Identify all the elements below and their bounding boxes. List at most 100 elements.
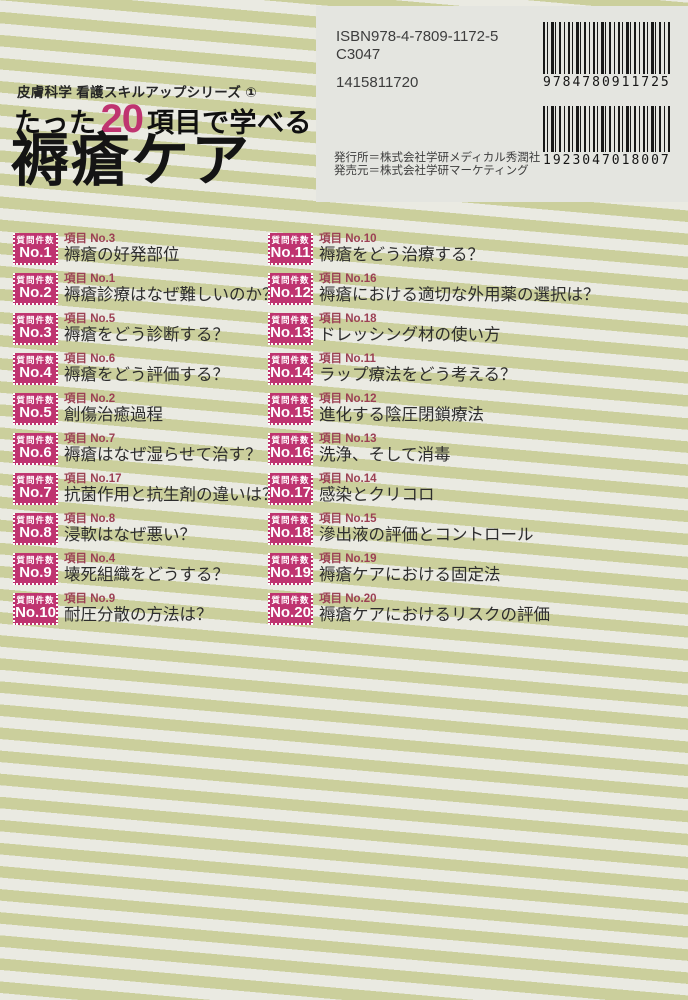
c-code-text: C3047 <box>336 46 381 63</box>
question-count-badge: 質問件数 No.5 <box>13 393 58 425</box>
list-item: 質問件数 No.3 項目 No.5 褥瘡をどう診断する？ <box>13 313 279 345</box>
list-item: 質問件数 No.6 項目 No.7 褥瘡はなぜ湿らせて治す？ <box>13 433 279 465</box>
item-number-label: 項目 No.17 <box>64 473 122 485</box>
badge-label: 質問件数 <box>16 315 55 325</box>
badge-number: No.18 <box>270 524 311 541</box>
badge-label: 質問件数 <box>16 395 55 405</box>
item-texts: 項目 No.15 滲出液の評価とコントロール <box>319 513 534 545</box>
badge-label: 質問件数 <box>16 275 55 285</box>
item-number-label: 項目 No.13 <box>319 433 377 445</box>
badge-number: No.8 <box>19 524 52 541</box>
list-item: 質問件数 No.4 項目 No.6 褥瘡をどう評価する？ <box>13 353 279 385</box>
item-texts: 項目 No.14 感染とクリコロ <box>319 473 435 505</box>
item-number-label: 項目 No.18 <box>319 313 377 325</box>
question-count-badge: 質問件数 No.8 <box>13 513 58 545</box>
question-count-badge: 質問件数 No.2 <box>13 273 58 305</box>
question-count-badge: 質問件数 No.3 <box>13 313 58 345</box>
question-count-badge: 質問件数 No.7 <box>13 473 58 505</box>
badge-label: 質問件数 <box>271 515 310 525</box>
contents-list-left: 質問件数 No.1 項目 No.3 褥瘡の好発部位 質問件数 No.2 項目 N… <box>13 233 279 633</box>
barcode-isbn: 9784780911725 <box>543 22 671 90</box>
barcode-price: 1923047018007 <box>543 106 671 168</box>
barcode-digits: 9784780911725 <box>543 75 671 90</box>
question-count-badge: 質問件数 No.13 <box>268 313 313 345</box>
item-number-label: 項目 No.2 <box>64 393 116 405</box>
badge-label: 質問件数 <box>271 235 310 245</box>
badge-label: 質問件数 <box>16 235 55 245</box>
tagline-suffix: 項目で学べる <box>147 108 312 138</box>
publisher-line-1: 発行所＝株式会社学研メディカル秀潤社 <box>334 152 541 164</box>
barcode-bars <box>543 106 671 152</box>
list-item: 質問件数 No.1 項目 No.3 褥瘡の好発部位 <box>13 233 279 265</box>
question-count-badge: 質問件数 No.11 <box>268 233 313 265</box>
badge-label: 質問件数 <box>16 435 55 445</box>
item-title: 褥瘡における適切な外用薬の選択は？ <box>319 286 600 304</box>
item-number-label: 項目 No.11 <box>319 353 376 365</box>
publisher-line-2: 発売元＝株式会社学研マーケティング <box>334 165 529 177</box>
list-item: 質問件数 No.19 項目 No.19 褥瘡ケアにおける固定法 <box>268 553 600 585</box>
badge-number: No.10 <box>15 604 56 621</box>
badge-number: No.3 <box>19 324 52 341</box>
item-texts: 項目 No.16 褥瘡における適切な外用薬の選択は？ <box>319 273 600 305</box>
tagline: たった 20 項目で学べる <box>14 97 312 142</box>
item-number-label: 項目 No.12 <box>319 393 377 405</box>
badge-number: No.2 <box>19 284 52 301</box>
main-title: 褥瘡ケア <box>11 128 252 193</box>
badge-label: 質問件数 <box>271 275 310 285</box>
item-number-label: 項目 No.6 <box>64 353 116 365</box>
item-texts: 項目 No.3 褥瘡の好発部位 <box>64 233 180 265</box>
series-title: 皮膚科学 看護スキルアップシリーズ ① <box>17 85 257 100</box>
item-number-label: 項目 No.14 <box>319 473 377 485</box>
isbn-barcode-panel: ISBN978-4-7809-1172-5 C3047 1415811720 発… <box>316 6 688 202</box>
item-title: 褥瘡診療はなぜ難しいのか？ <box>64 286 279 304</box>
item-number-label: 項目 No.19 <box>319 553 377 565</box>
list-item: 質問件数 No.5 項目 No.2 創傷治癒過程 <box>13 393 279 425</box>
list-item: 質問件数 No.16 項目 No.13 洗浄、そして消毒 <box>268 433 600 465</box>
badge-label: 質問件数 <box>271 315 310 325</box>
item-number-label: 項目 No.4 <box>64 553 116 565</box>
item-title: 抗菌作用と抗生剤の違いは？ <box>64 486 279 504</box>
question-count-badge: 質問件数 No.14 <box>268 353 313 385</box>
item-number-label: 項目 No.20 <box>319 593 377 605</box>
question-count-badge: 質問件数 No.1 <box>13 233 58 265</box>
badge-number: No.20 <box>270 604 311 621</box>
badge-label: 質問件数 <box>16 595 55 605</box>
question-count-badge: 質問件数 No.9 <box>13 553 58 585</box>
item-number-label: 項目 No.1 <box>64 273 116 285</box>
item-texts: 項目 No.8 浸軟はなぜ悪い？ <box>64 513 196 545</box>
item-number-label: 項目 No.3 <box>64 233 116 245</box>
badge-label: 質問件数 <box>271 355 310 365</box>
badge-label: 質問件数 <box>271 595 310 605</box>
item-number-label: 項目 No.5 <box>64 313 116 325</box>
item-number-label: 項目 No.16 <box>319 273 377 285</box>
item-title: 進化する陰圧閉鎖療法 <box>319 406 484 424</box>
item-title: ラップ療法をどう考える？ <box>319 366 517 384</box>
item-title: 褥瘡ケアにおける固定法 <box>319 566 501 584</box>
item-texts: 項目 No.19 褥瘡ケアにおける固定法 <box>319 553 501 585</box>
question-count-badge: 質問件数 No.10 <box>13 593 58 625</box>
tagline-prefix: たった <box>14 108 97 138</box>
item-title: 褥瘡はなぜ湿らせて治す？ <box>64 446 262 464</box>
list-item: 質問件数 No.9 項目 No.4 壊死組織をどうする？ <box>13 553 279 585</box>
badge-label: 質問件数 <box>271 475 310 485</box>
question-count-badge: 質問件数 No.16 <box>268 433 313 465</box>
item-title: 褥瘡ケアにおけるリスクの評価 <box>319 606 550 624</box>
badge-number: No.13 <box>270 324 311 341</box>
item-number-label: 項目 No.15 <box>319 513 377 525</box>
isbn-text: ISBN978-4-7809-1172-5 <box>336 28 499 45</box>
question-count-badge: 質問件数 No.20 <box>268 593 313 625</box>
list-item: 質問件数 No.12 項目 No.16 褥瘡における適切な外用薬の選択は？ <box>268 273 600 305</box>
question-count-badge: 質問件数 No.17 <box>268 473 313 505</box>
badge-number: No.19 <box>270 564 311 581</box>
book-code-text: 1415811720 <box>336 74 419 91</box>
tagline-number: 20 <box>100 97 144 141</box>
question-count-badge: 質問件数 No.6 <box>13 433 58 465</box>
item-title: 創傷治癒過程 <box>64 406 163 424</box>
list-item: 質問件数 No.20 項目 No.20 褥瘡ケアにおけるリスクの評価 <box>268 593 600 625</box>
item-texts: 項目 No.12 進化する陰圧閉鎖療法 <box>319 393 484 425</box>
item-title: 褥瘡の好発部位 <box>64 246 180 264</box>
list-item: 質問件数 No.7 項目 No.17 抗菌作用と抗生剤の違いは？ <box>13 473 279 505</box>
badge-number: No.16 <box>270 444 311 461</box>
item-title: 褥瘡をどう診断する？ <box>64 326 229 344</box>
